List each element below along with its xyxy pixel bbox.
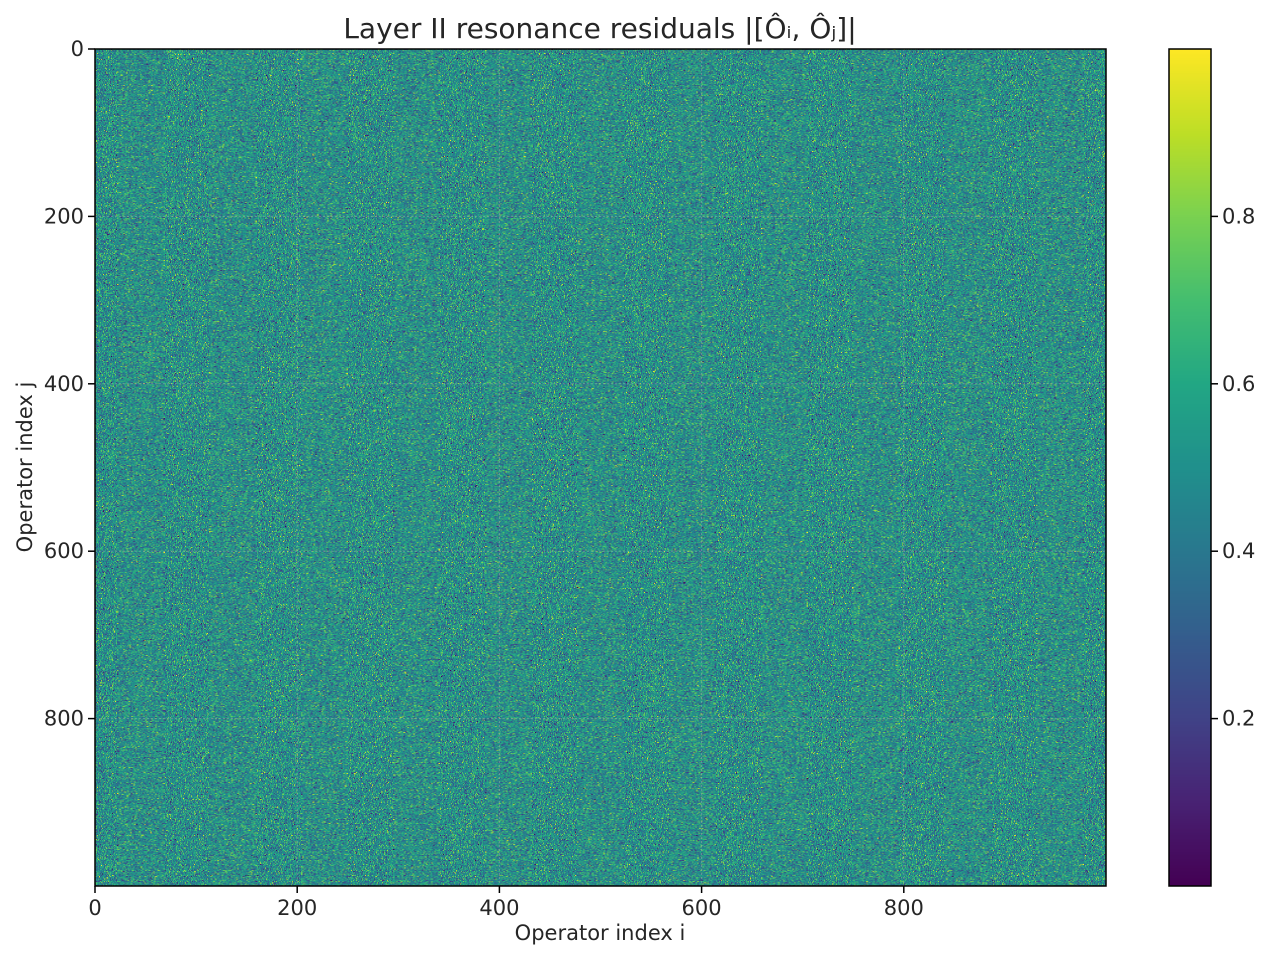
colorbar-tick-label: 0.8: [1222, 204, 1255, 228]
x-axis: 0 200 400 600 800: [88, 886, 924, 920]
y-axis: 0 200 400 600 800: [44, 37, 95, 731]
x-tick-label: 800: [884, 896, 924, 920]
x-tick-label: 0: [88, 896, 101, 920]
x-tick-label: 600: [682, 896, 722, 920]
plot-frame: [94, 48, 1107, 887]
colorbar-tick-label: 0.6: [1222, 372, 1255, 396]
x-axis-label: Operator index i: [515, 921, 686, 945]
y-tick-label: 400: [44, 372, 84, 396]
colorbar-tick-label: 0.4: [1222, 539, 1255, 563]
colorbar-gradient: [1169, 49, 1211, 886]
x-tick-label: 400: [479, 896, 519, 920]
colorbar-axis: 0.2 0.4 0.6 0.8: [1211, 204, 1255, 731]
chart-title: Layer II resonance residuals |[Ôᵢ, Ôⱼ]|: [343, 11, 856, 45]
grid-lines: [94, 48, 1106, 886]
colorbar-frame: [1168, 48, 1212, 887]
y-tick-label: 200: [44, 204, 84, 228]
heatmap-image: [95, 49, 1106, 886]
y-tick-label: 600: [44, 539, 84, 563]
y-axis-label: Operator index j: [13, 382, 37, 553]
x-tick-label: 200: [277, 896, 317, 920]
y-tick-label: 800: [44, 707, 84, 731]
y-tick-label: 0: [71, 37, 84, 61]
colorbar-tick-label: 0.2: [1222, 707, 1255, 731]
